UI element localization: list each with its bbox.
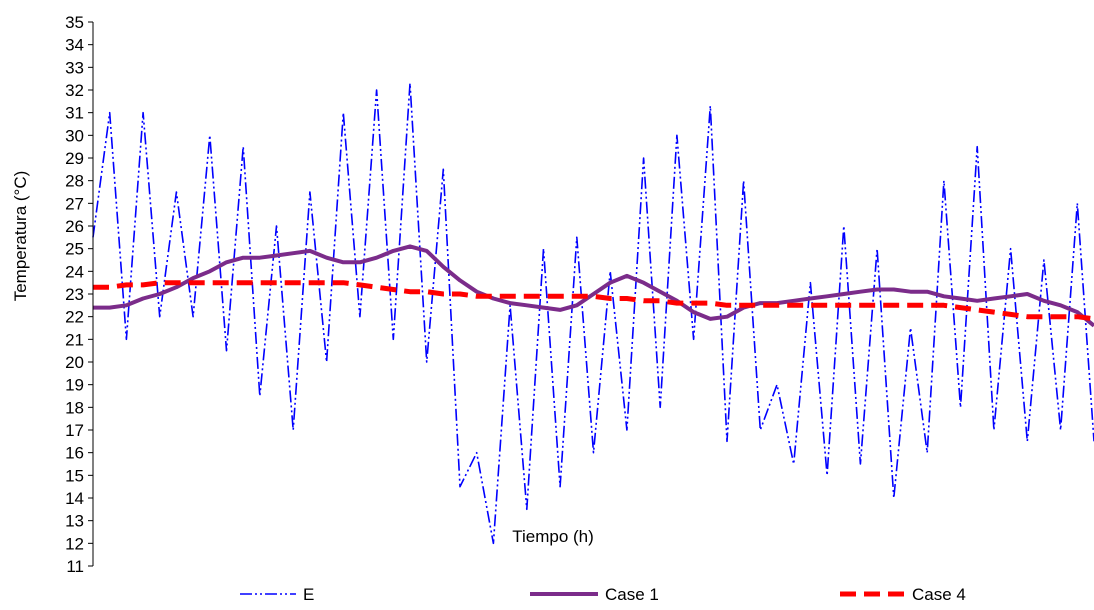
y-tick-label: 25	[65, 240, 84, 259]
y-tick-label: 26	[65, 217, 84, 236]
y-tick-label: 14	[65, 489, 84, 508]
legend-item: Case 4	[840, 585, 966, 604]
y-tick-label: 22	[65, 308, 84, 327]
y-tick-label: 27	[65, 194, 84, 213]
y-tick-label: 21	[65, 330, 84, 349]
y-tick-label: 12	[65, 534, 84, 553]
y-tick-label: 29	[65, 149, 84, 168]
series-case-1	[93, 244, 1094, 328]
series-e	[92, 82, 1094, 545]
y-tick-label: 15	[65, 466, 84, 485]
y-tick-label: 30	[65, 126, 84, 145]
y-tick-label: 19	[65, 376, 84, 395]
y-tick-label: 20	[65, 353, 84, 372]
y-axis-title: Temperatura (°C)	[11, 171, 30, 302]
y-tick-label: 11	[66, 557, 84, 576]
y-tick-label: 28	[65, 172, 84, 191]
series-line	[92, 82, 1094, 545]
legend-item: E	[240, 585, 314, 604]
legend-label: Case 4	[912, 585, 966, 604]
y-tick-label: 17	[65, 421, 84, 440]
y-tick-label: 23	[65, 285, 84, 304]
y-tick-label: 18	[65, 398, 84, 417]
y-tick-label: 13	[65, 512, 84, 531]
legend-item: Case 1	[530, 585, 659, 604]
x-axis-title: Tiempo (h)	[512, 527, 594, 546]
legend-label: Case 1	[605, 585, 659, 604]
y-tick-label: 34	[65, 36, 84, 55]
y-axis: 11 12 13 14 15 16 17 18 19 20 21 22 23 24 25 26 27 28 29 30…	[65, 13, 94, 576]
y-tick-label: 16	[65, 444, 84, 463]
series-line	[93, 280, 1094, 322]
y-tick-label: 31	[65, 104, 84, 123]
plot-area	[92, 82, 1094, 545]
legend-label: E	[303, 585, 314, 604]
y-tick-label: 24	[65, 262, 84, 281]
series-case-4	[93, 280, 1094, 322]
y-tick-label: 33	[65, 58, 84, 77]
y-tick-label: 32	[65, 81, 84, 100]
series-line	[93, 244, 1094, 328]
legend: E Case 1 Case 4	[240, 585, 966, 604]
y-tick-label: 35	[65, 13, 84, 32]
